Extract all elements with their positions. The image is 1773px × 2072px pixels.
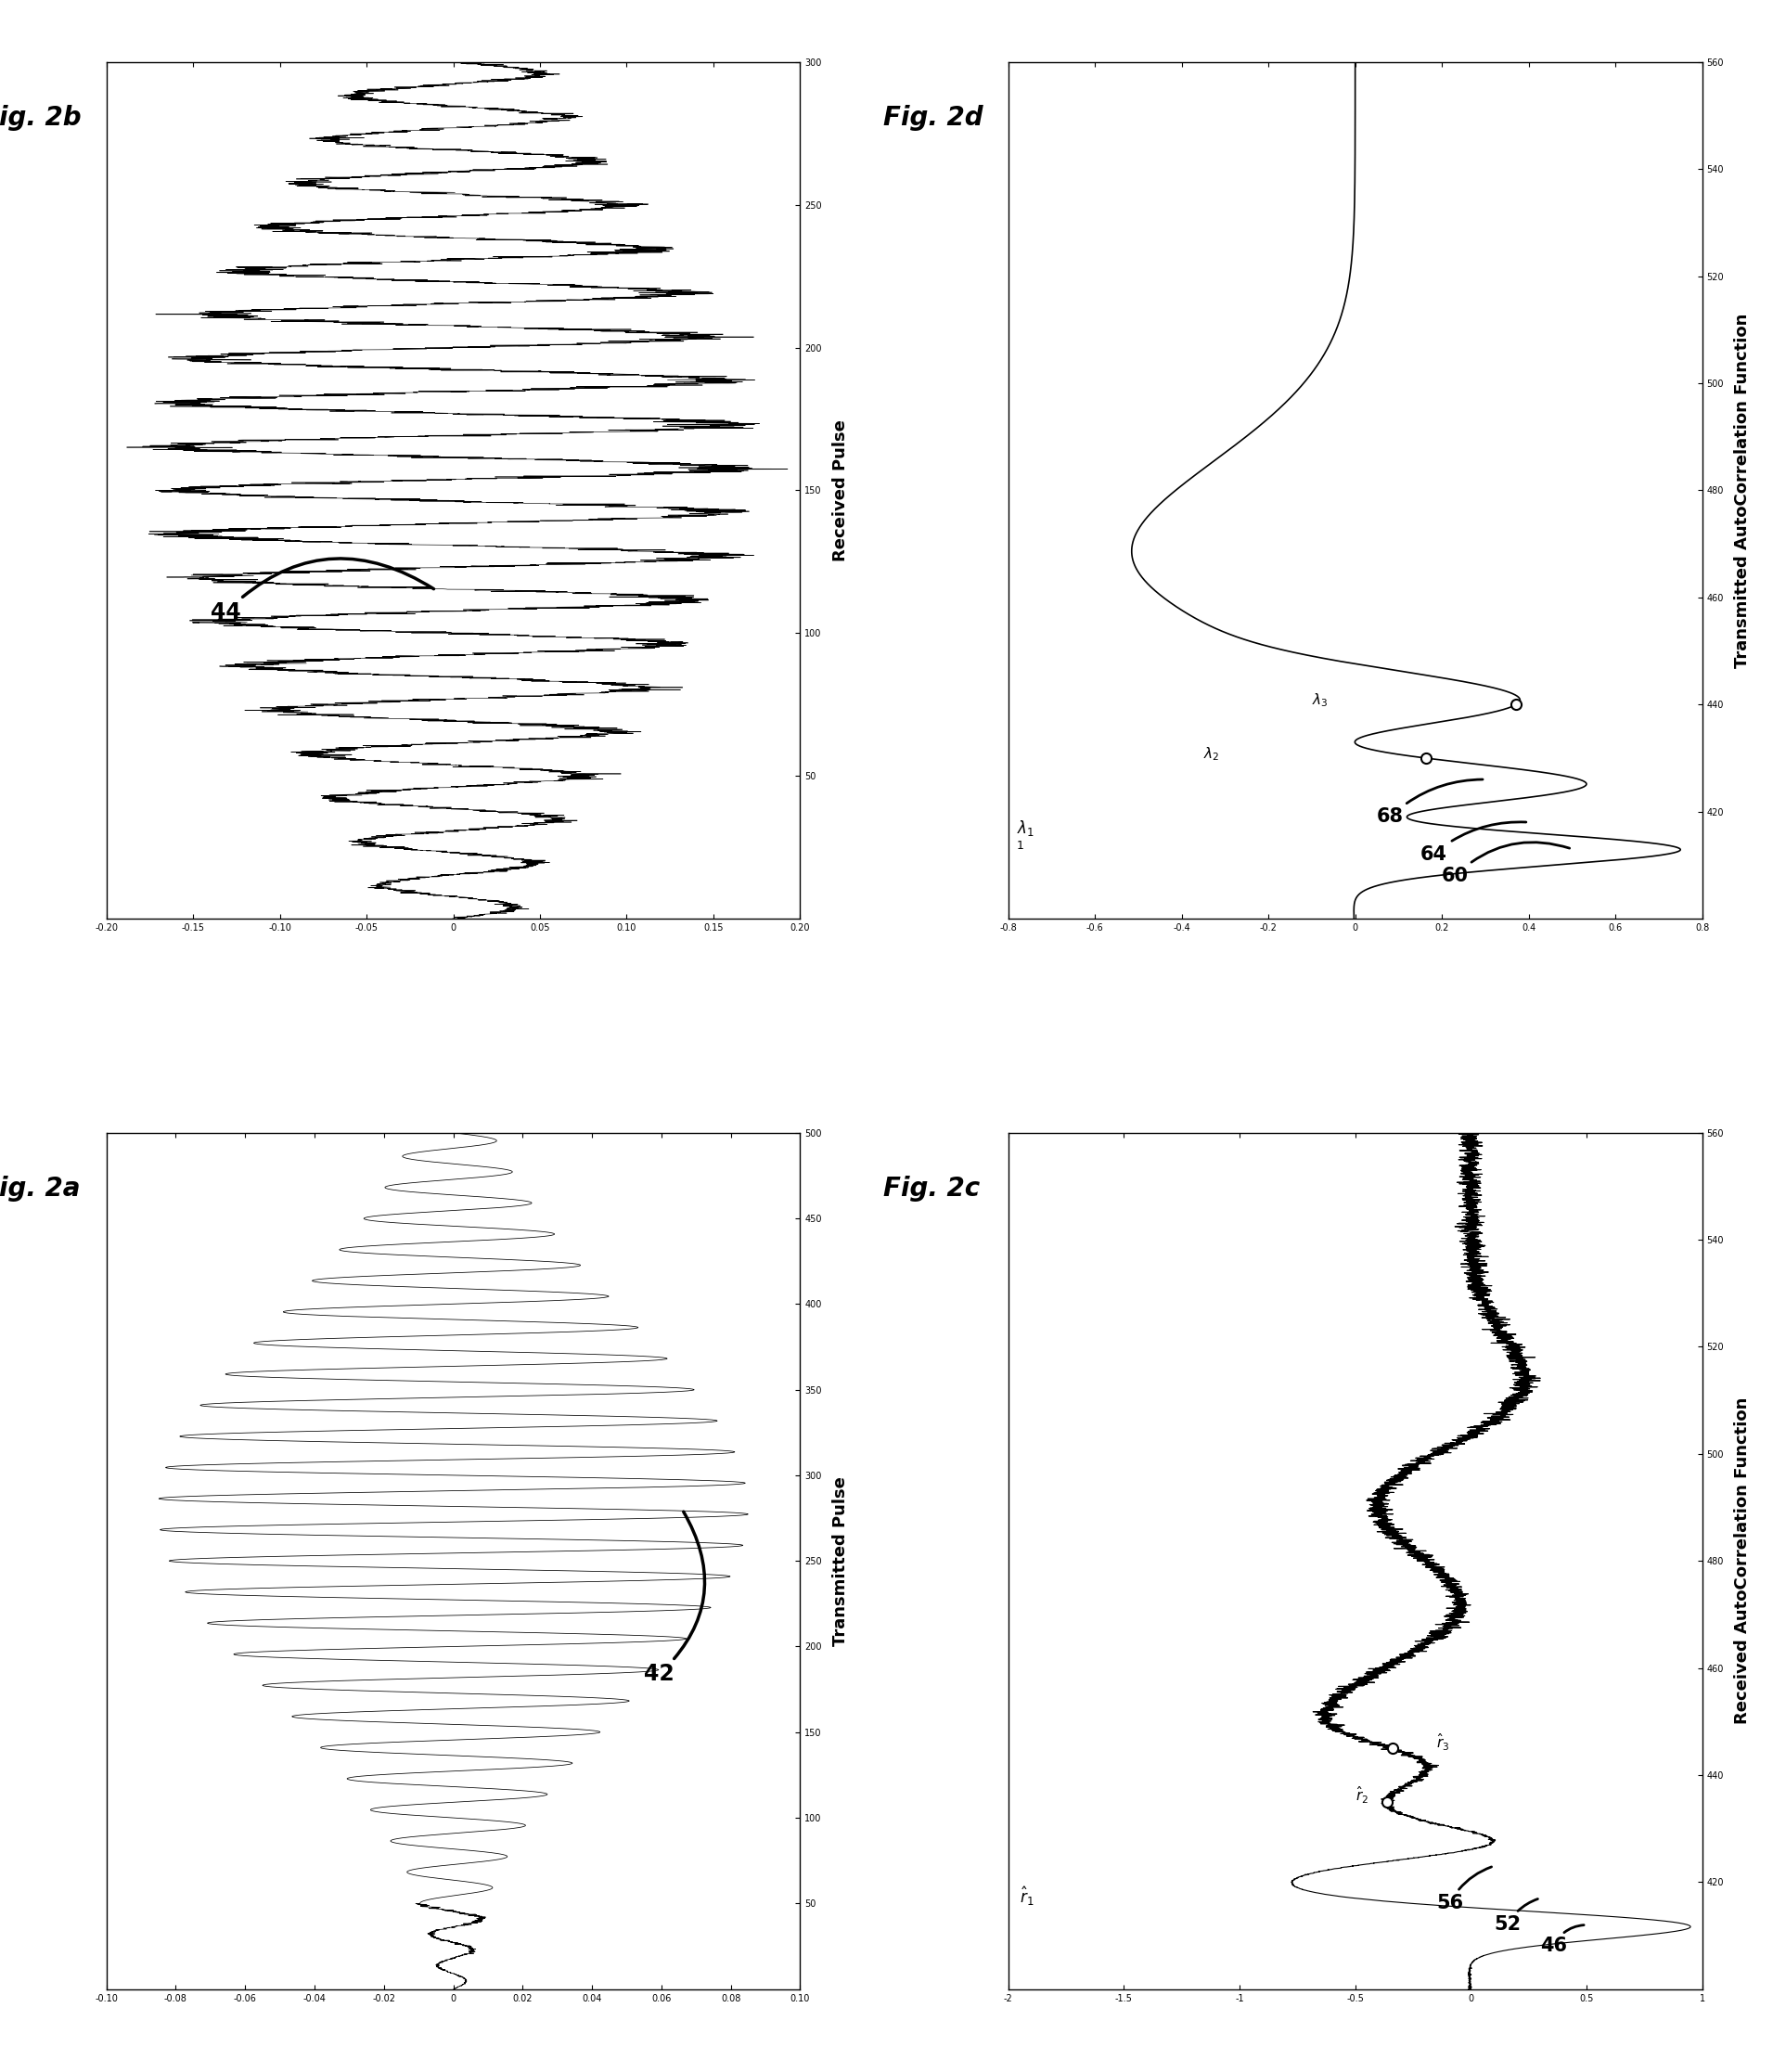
Text: $\lambda_2$: $\lambda_2$ (1204, 746, 1220, 762)
Text: 46: 46 (1541, 1925, 1583, 1956)
Text: 56: 56 (1436, 1867, 1491, 1912)
Text: 1: 1 (1018, 839, 1025, 852)
Text: 64: 64 (1420, 823, 1527, 864)
Text: Fig. 2c: Fig. 2c (883, 1175, 980, 1202)
Text: $\hat{r}_2$: $\hat{r}_2$ (1355, 1786, 1369, 1807)
Text: $\hat{r}_1$: $\hat{r}_1$ (1019, 1886, 1034, 1908)
Text: 52: 52 (1495, 1898, 1537, 1933)
Text: $\hat{r}_3$: $\hat{r}_3$ (1436, 1732, 1449, 1753)
Text: $\lambda_3$: $\lambda_3$ (1312, 692, 1328, 709)
Text: 68: 68 (1378, 779, 1482, 827)
Text: Fig. 2d: Fig. 2d (883, 106, 984, 131)
Text: 44: 44 (211, 559, 434, 624)
Text: 42: 42 (644, 1513, 704, 1685)
Text: Fig. 2b: Fig. 2b (0, 106, 82, 131)
Text: Fig. 2a: Fig. 2a (0, 1175, 80, 1202)
Y-axis label: Transmitted AutoCorrelation Function: Transmitted AutoCorrelation Function (1734, 313, 1752, 667)
Y-axis label: Received AutoCorrelation Function: Received AutoCorrelation Function (1734, 1397, 1752, 1724)
Y-axis label: Transmitted Pulse: Transmitted Pulse (832, 1475, 849, 1645)
Text: 60: 60 (1441, 841, 1569, 885)
Text: $\lambda_1$: $\lambda_1$ (1018, 818, 1035, 837)
Y-axis label: Received Pulse: Received Pulse (832, 419, 849, 562)
